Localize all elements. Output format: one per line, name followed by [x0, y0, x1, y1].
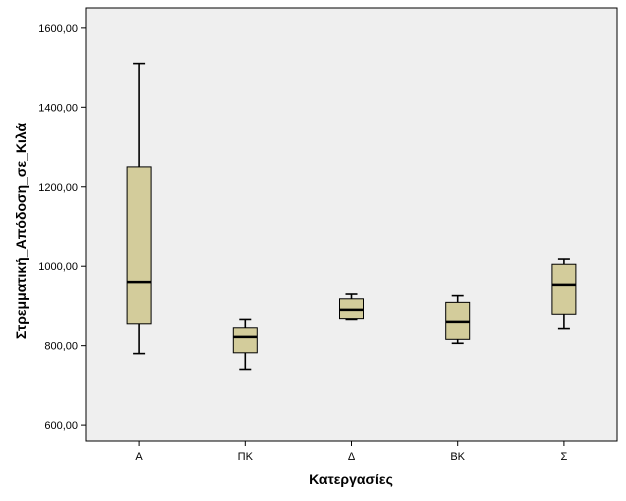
y-tick-label: 1600,00: [38, 23, 78, 35]
x-axis-title: Κατεργασίες: [309, 471, 393, 487]
y-tick-label: 1400,00: [38, 102, 78, 114]
y-tick-label: 800,00: [44, 341, 78, 353]
y-axis-title: Στρεμματική_Απόδοση_σε_Κιλά: [13, 122, 29, 339]
x-tick-label: ΒΚ: [450, 451, 465, 463]
y-tick-label: 600,00: [44, 420, 78, 432]
plot-area: [85, 7, 618, 442]
y-tick-label: 1000,00: [38, 261, 78, 273]
box-Σ: [551, 263, 577, 315]
x-tick-label: Σ: [560, 451, 567, 463]
x-tick-label: ΠΚ: [238, 451, 254, 463]
box-ΠΚ: [232, 327, 258, 354]
x-tick-label: Α: [135, 451, 143, 463]
y-tick-label: 1200,00: [38, 182, 78, 194]
x-tick-label: Δ: [348, 451, 356, 463]
box-Α: [126, 166, 152, 325]
